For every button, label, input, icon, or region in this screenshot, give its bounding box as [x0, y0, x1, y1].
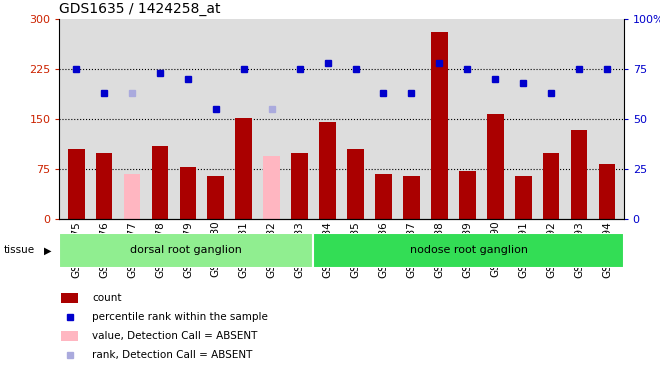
- Text: value, Detection Call = ABSENT: value, Detection Call = ABSENT: [92, 331, 257, 341]
- Bar: [263, 156, 280, 219]
- Text: dorsal root ganglion: dorsal root ganglion: [131, 245, 242, 255]
- Text: GDS1635 / 1424258_at: GDS1635 / 1424258_at: [59, 2, 221, 16]
- Bar: [207, 176, 224, 219]
- Bar: [319, 122, 336, 219]
- Bar: [180, 167, 196, 219]
- Bar: [347, 149, 364, 219]
- Bar: [431, 32, 447, 219]
- Bar: [571, 130, 587, 219]
- Bar: [487, 114, 504, 219]
- Bar: [291, 153, 308, 219]
- Bar: [543, 153, 560, 219]
- Text: percentile rank within the sample: percentile rank within the sample: [92, 312, 268, 322]
- Bar: [152, 146, 168, 219]
- Bar: [599, 164, 615, 219]
- Bar: [375, 174, 392, 219]
- Bar: [96, 153, 112, 219]
- Bar: [61, 332, 78, 340]
- Bar: [403, 176, 420, 219]
- Text: ▶: ▶: [44, 245, 51, 255]
- Bar: [459, 171, 476, 219]
- Bar: [236, 118, 252, 219]
- Text: tissue: tissue: [3, 245, 34, 255]
- Text: rank, Detection Call = ABSENT: rank, Detection Call = ABSENT: [92, 350, 253, 360]
- Text: nodose root ganglion: nodose root ganglion: [409, 245, 527, 255]
- Bar: [68, 149, 84, 219]
- Text: count: count: [92, 293, 122, 303]
- Bar: [314, 232, 624, 268]
- Bar: [59, 232, 314, 268]
- Bar: [61, 294, 78, 303]
- Bar: [515, 176, 531, 219]
- Bar: [123, 174, 141, 219]
